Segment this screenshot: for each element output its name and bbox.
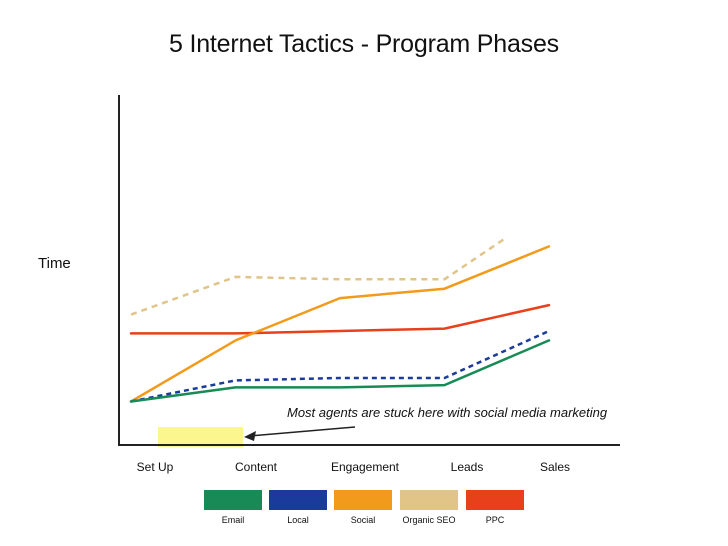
legend-swatch-local	[269, 490, 327, 510]
legend-label-social: Social	[350, 515, 376, 525]
highlight-box	[158, 427, 243, 447]
series-line-ppc	[129, 303, 551, 335]
annotation-arrowhead	[244, 431, 256, 441]
x-tick-label: Engagement	[330, 460, 400, 474]
x-tick-label: Set Up	[136, 460, 174, 474]
series-line-email	[129, 339, 551, 403]
series-line-local	[130, 329, 550, 403]
x-tick-label: Leads	[450, 460, 484, 474]
series-line-social	[129, 245, 551, 403]
legend-label-email: Email	[221, 515, 245, 525]
legend-swatch-organic-seo	[400, 490, 458, 510]
legend-label-organic-seo: Organic SEO	[402, 515, 456, 525]
annotation-arrow	[249, 426, 356, 437]
legend-swatch-email	[204, 490, 262, 510]
legend-swatch-social	[334, 490, 392, 510]
x-tick-label: Content	[234, 460, 278, 474]
x-tick-label: Sales	[539, 460, 571, 474]
annotation-text: Most agents are stuck here with social m…	[287, 405, 608, 420]
series-line-organic-seo	[130, 235, 508, 316]
legend-swatch-ppc	[466, 490, 524, 510]
legend-label-local: Local	[287, 515, 309, 525]
chart-title: 5 Internet Tactics - Program Phases	[169, 30, 559, 58]
legend-label-ppc: PPC	[485, 515, 505, 525]
y-axis-label: Time	[38, 255, 71, 272]
